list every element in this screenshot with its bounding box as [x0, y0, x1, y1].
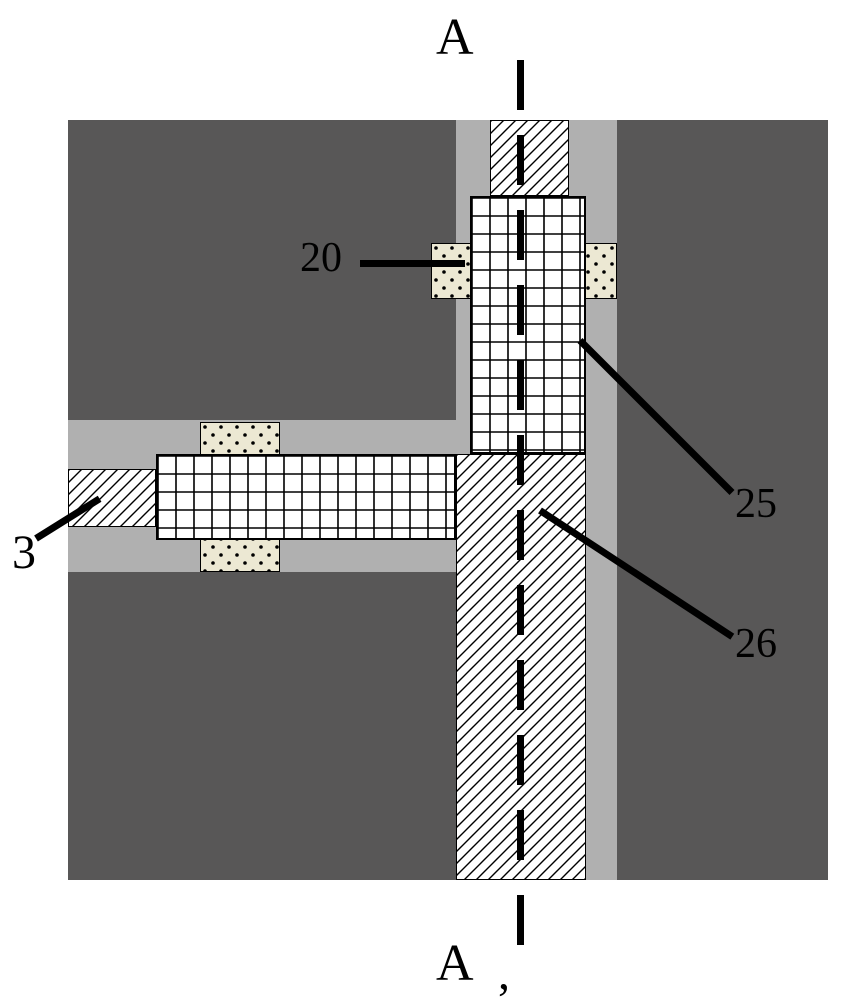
section-dash: [517, 135, 524, 185]
hatched-region: [68, 469, 156, 527]
label-A_top: A: [436, 8, 474, 67]
grid-region: [156, 454, 456, 540]
label-L3: 3: [12, 525, 36, 580]
leader-line: [360, 260, 465, 267]
section-dash: [517, 285, 524, 335]
dark-block: [617, 120, 828, 420]
grid-region: [470, 196, 586, 454]
label-L20: 20: [300, 234, 342, 282]
label-L26: 26: [735, 620, 777, 668]
section-dash: [517, 810, 524, 860]
dark-block: [617, 420, 828, 880]
hatched-region: [490, 120, 569, 196]
section-dash: [517, 510, 524, 560]
section-dash: [517, 210, 524, 260]
section-dash: [517, 660, 524, 710]
dark-block: [68, 120, 456, 420]
section-tick-top: [517, 60, 524, 110]
label-comma: ,: [498, 946, 510, 1001]
section-tick-bottom: [517, 895, 524, 945]
label-A_bot: A: [436, 934, 474, 993]
section-dash: [517, 735, 524, 785]
dark-block: [68, 572, 456, 880]
section-dash: [517, 435, 524, 485]
section-dash: [517, 360, 524, 410]
label-L25: 25: [735, 480, 777, 528]
section-dash: [517, 585, 524, 635]
